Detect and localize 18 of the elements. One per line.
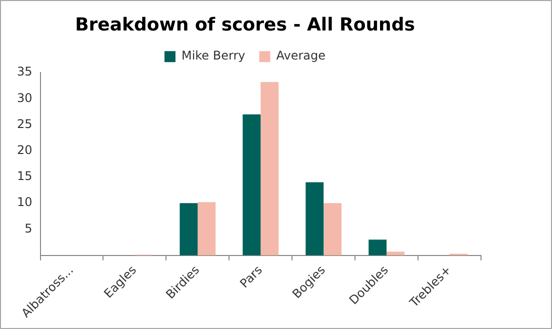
y-tick-label: 20 [16, 143, 32, 158]
bar [260, 82, 279, 256]
y-tick-label: 15 [16, 169, 32, 184]
y-tick-label: 35 [16, 64, 32, 79]
bar [180, 203, 198, 256]
y-tick-label: 5 [24, 221, 32, 236]
bar [386, 252, 404, 256]
bar [306, 182, 324, 256]
bar [368, 240, 387, 256]
y-tick-label: 30 [16, 90, 32, 105]
bar [242, 114, 261, 256]
y-tick-label: 25 [16, 116, 32, 131]
chart-title: Breakdown of scores - All Rounds [75, 14, 415, 36]
y-tick-label: 10 [16, 195, 32, 210]
legend-label: Average [276, 48, 326, 63]
bar [324, 203, 342, 256]
legend-label: Mike Berry [181, 48, 246, 63]
bar [198, 202, 216, 256]
